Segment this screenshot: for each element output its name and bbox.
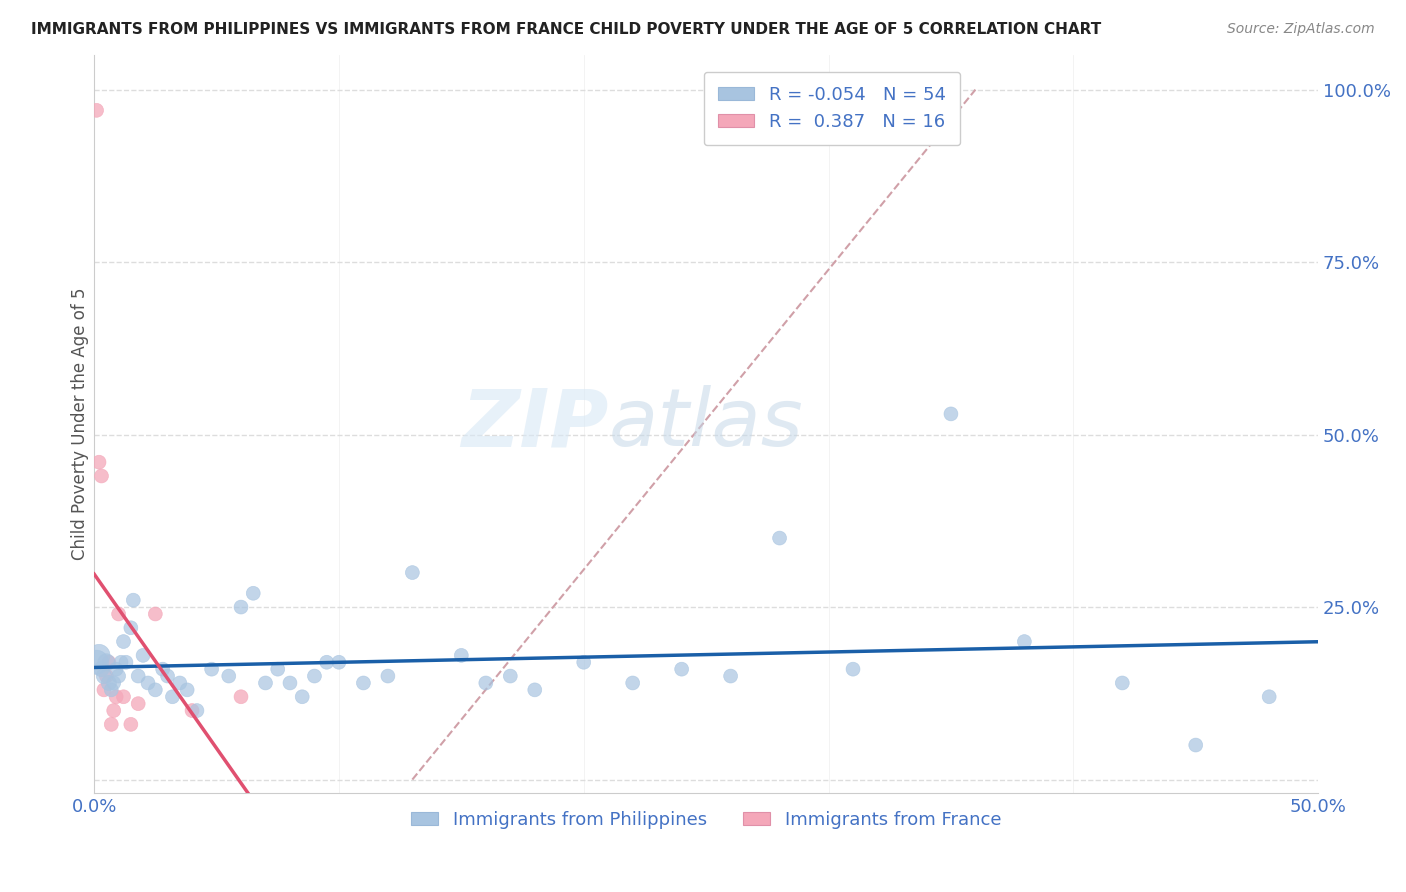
Point [87, 455, 110, 469]
Point [97, 655, 120, 669]
Point [254, 676, 277, 690]
Point [96, 655, 118, 669]
Point [100, 717, 122, 731]
Point [181, 704, 204, 718]
Point [377, 669, 399, 683]
Point [156, 669, 179, 683]
Point [90, 469, 112, 483]
Point [169, 676, 191, 690]
Point [768, 531, 790, 545]
Point [103, 676, 125, 690]
Point [278, 676, 301, 690]
Point [143, 607, 166, 621]
Point [229, 600, 252, 615]
Point [87, 648, 110, 663]
Point [120, 621, 142, 635]
Point [939, 407, 962, 421]
Point [132, 648, 155, 663]
Point [328, 655, 350, 669]
Point [842, 662, 865, 676]
Point [112, 634, 135, 648]
Point [186, 704, 208, 718]
Point [229, 690, 252, 704]
Point [86, 103, 108, 118]
Point [127, 669, 149, 683]
Point [242, 586, 264, 600]
Y-axis label: Child Poverty Under the Age of 5: Child Poverty Under the Age of 5 [72, 288, 89, 560]
Point [450, 648, 472, 663]
Point [1111, 676, 1133, 690]
Point [352, 676, 374, 690]
Point [475, 676, 498, 690]
Text: atlas: atlas [609, 385, 803, 463]
Point [523, 682, 546, 697]
Point [621, 676, 644, 690]
Point [267, 662, 290, 676]
Point [107, 669, 129, 683]
Point [315, 655, 337, 669]
Point [120, 717, 142, 731]
Point [218, 669, 240, 683]
Point [401, 566, 423, 580]
Point [96, 669, 118, 683]
Point [143, 682, 166, 697]
Text: Source: ZipAtlas.com: Source: ZipAtlas.com [1227, 22, 1375, 37]
Point [112, 690, 135, 704]
Point [572, 655, 595, 669]
Point [100, 682, 122, 697]
Point [97, 676, 120, 690]
Point [499, 669, 522, 683]
Point [115, 655, 138, 669]
Point [291, 690, 314, 704]
Point [103, 704, 125, 718]
Point [304, 669, 326, 683]
Point [176, 682, 198, 697]
Point [201, 662, 224, 676]
Point [93, 682, 115, 697]
Point [162, 690, 184, 704]
Point [122, 593, 145, 607]
Point [136, 676, 159, 690]
Point [1258, 690, 1281, 704]
Point [720, 669, 742, 683]
Point [671, 662, 693, 676]
Point [127, 697, 149, 711]
Text: IMMIGRANTS FROM PHILIPPINES VS IMMIGRANTS FROM FRANCE CHILD POVERTY UNDER THE AG: IMMIGRANTS FROM PHILIPPINES VS IMMIGRANT… [31, 22, 1101, 37]
Point [86, 655, 108, 669]
Legend: Immigrants from Philippines, Immigrants from France: Immigrants from Philippines, Immigrants … [404, 804, 1008, 836]
Point [105, 690, 128, 704]
Point [107, 607, 129, 621]
Point [152, 662, 174, 676]
Point [110, 655, 132, 669]
Point [105, 662, 128, 676]
Point [93, 669, 115, 683]
Point [90, 662, 112, 676]
Point [1014, 634, 1036, 648]
Point [1184, 738, 1206, 752]
Text: ZIP: ZIP [461, 385, 609, 463]
